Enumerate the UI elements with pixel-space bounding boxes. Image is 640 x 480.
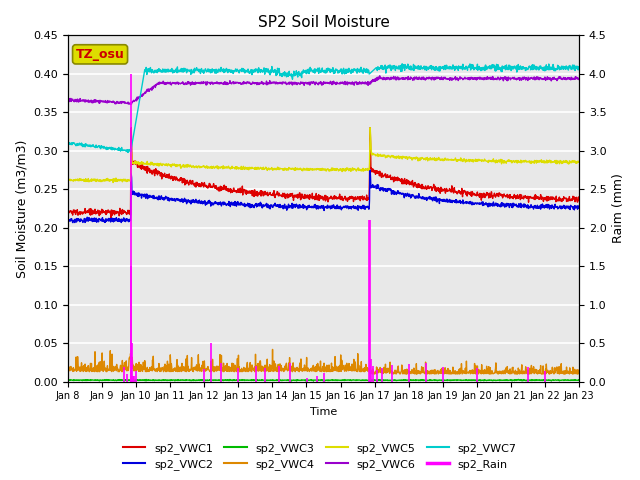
Title: SP2 Soil Moisture: SP2 Soil Moisture — [257, 15, 389, 30]
Legend: sp2_VWC1, sp2_VWC2, sp2_VWC3, sp2_VWC4, sp2_VWC5, sp2_VWC6, sp2_VWC7, sp2_Rain: sp2_VWC1, sp2_VWC2, sp2_VWC3, sp2_VWC4, … — [119, 438, 521, 474]
X-axis label: Time: Time — [310, 407, 337, 417]
Y-axis label: Soil Moisture (m3/m3): Soil Moisture (m3/m3) — [15, 139, 28, 278]
Text: TZ_osu: TZ_osu — [76, 48, 124, 61]
Y-axis label: Raim (mm): Raim (mm) — [612, 174, 625, 243]
